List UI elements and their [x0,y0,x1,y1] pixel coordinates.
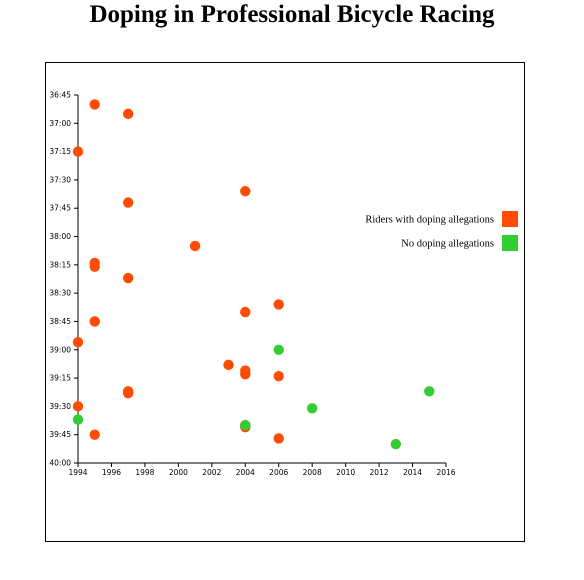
y-tick-label: 37:30 [49,175,71,184]
doping-point[interactable] [240,186,251,197]
legend-swatch [502,235,518,251]
x-tick-label: 2006 [269,468,288,477]
clean-point[interactable] [240,420,251,431]
x-tick-label: 2014 [403,468,422,477]
clean-point[interactable] [424,386,435,397]
x-tick-label: 2012 [370,468,389,477]
x-axis: 1994 1996 1998 2000 2002 2004 2006 2008 2010 2012… [68,462,456,477]
data-points [72,99,435,450]
doping-point[interactable] [122,197,134,208]
legend-swatch [502,211,518,227]
x-tick-label: 2000 [169,468,188,477]
doping-point[interactable] [223,359,234,371]
y-tick-label: 39:15 [49,374,71,383]
y-axis: 36:45 37:00 37:15 37:30 37:45 38:00 38:15 38:30… [49,91,79,468]
doping-point[interactable] [273,433,284,444]
doping-point[interactable] [273,370,284,382]
y-tick-label: 38:15 [49,260,71,269]
doping-point[interactable] [89,429,100,440]
doping-point[interactable] [72,146,84,157]
clean-point[interactable] [390,438,402,450]
legend: Riders with doping allegations No doping … [365,211,518,251]
doping-point[interactable] [240,306,251,318]
legend-label: No doping allegations [401,239,494,250]
x-tick-label: 2008 [303,468,322,477]
y-tick-label: 39:30 [49,402,71,411]
x-tick-label: 2016 [436,468,455,477]
legend-label: Riders with doping allegations [365,215,494,226]
doping-point[interactable] [189,240,201,252]
doping-point[interactable] [122,108,134,120]
doping-point[interactable] [72,337,84,348]
doping-point[interactable] [240,369,251,380]
y-tick-label: 38:30 [49,289,71,298]
doping-point[interactable] [89,316,100,327]
chart-frame [45,62,525,542]
doping-point[interactable] [89,99,100,110]
x-tick-label: 1996 [102,468,121,477]
y-tick-label: 39:45 [49,430,71,439]
clean-point[interactable] [72,414,84,425]
doping-point[interactable] [122,387,134,399]
y-tick-label: 37:15 [49,147,71,156]
y-tick-label: 39:00 [49,345,71,354]
y-tick-label: 40:00 [49,459,71,468]
x-tick-label: 2002 [202,468,221,477]
x-tick-label: 2004 [236,468,255,477]
clean-point[interactable] [273,344,284,355]
y-tick-label: 37:00 [49,119,71,128]
clean-point[interactable] [306,403,318,414]
y-tick-label: 36:45 [49,91,71,100]
doping-point[interactable] [72,401,84,412]
y-tick-label: 38:45 [49,317,71,326]
x-tick-label: 2010 [336,468,355,477]
y-tick-label: 37:45 [49,204,71,213]
x-tick-label: 1994 [68,468,87,477]
doping-point[interactable] [122,272,134,284]
y-tick-label: 38:00 [49,232,71,241]
x-tick-label: 1998 [135,468,154,477]
doping-point[interactable] [89,261,100,272]
chart-title: Doping in Professional Bicycle Racing [89,1,495,28]
doping-point[interactable] [273,299,284,310]
